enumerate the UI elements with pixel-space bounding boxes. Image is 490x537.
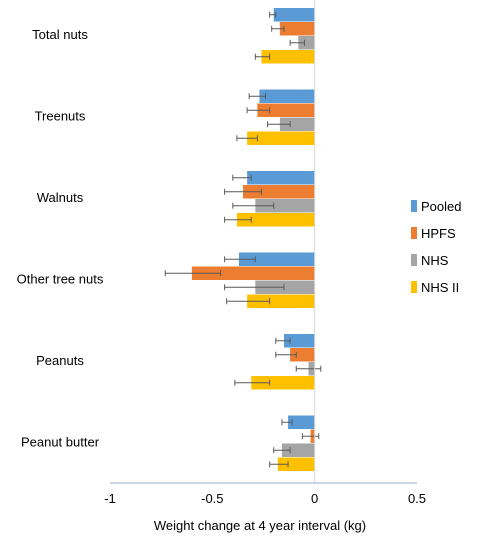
bar-nhs-0 bbox=[298, 36, 315, 50]
bar-nhs-ii-1 bbox=[247, 131, 315, 145]
bar-hpfs-0 bbox=[279, 22, 315, 36]
bar-pooled-4 bbox=[283, 334, 315, 348]
bar-pooled-0 bbox=[273, 8, 315, 22]
bar-nhs-3 bbox=[255, 280, 315, 294]
x-axis: -1 -0.5 0 0.5 bbox=[104, 0, 426, 506]
bar-nhs-ii-2 bbox=[236, 213, 315, 227]
legend: Pooled HPFS NHS NHS II bbox=[411, 199, 461, 295]
bar-nhs-2 bbox=[255, 199, 315, 213]
legend-label: NHS II bbox=[421, 280, 459, 295]
legend-label: Pooled bbox=[421, 199, 461, 214]
bar-pooled-1 bbox=[259, 89, 315, 103]
x-tick-label: -0.5 bbox=[201, 491, 223, 506]
bar-nhs-ii-4 bbox=[251, 376, 315, 390]
x-tick-label: -1 bbox=[104, 491, 116, 506]
legend-label: HPFS bbox=[421, 226, 456, 241]
legend-swatch-nhs-ii bbox=[411, 281, 417, 293]
x-tick-label: 0 bbox=[311, 491, 318, 506]
bar-pooled-3 bbox=[238, 252, 315, 266]
legend-swatch-pooled bbox=[411, 200, 417, 212]
bar-pooled-5 bbox=[288, 415, 315, 429]
legend-label: NHS bbox=[421, 253, 449, 268]
bar-nhs-ii-0 bbox=[261, 50, 315, 64]
x-tick-label: 0.5 bbox=[408, 491, 426, 506]
category-label: Treenuts bbox=[35, 109, 86, 124]
bar-hpfs-2 bbox=[243, 185, 315, 199]
legend-swatch-hpfs bbox=[411, 227, 417, 239]
legend-swatch-nhs bbox=[411, 254, 417, 266]
x-axis-title: Weight change at 4 year interval (kg) bbox=[154, 518, 366, 533]
bar-nhs-ii-5 bbox=[277, 457, 315, 471]
category-label: Total nuts bbox=[32, 27, 88, 42]
category-label: Peanut butter bbox=[21, 435, 100, 450]
bar-nhs-1 bbox=[279, 117, 315, 131]
bar-hpfs-4 bbox=[290, 348, 315, 362]
bar-hpfs-3 bbox=[191, 266, 315, 280]
category-label: Walnuts bbox=[37, 190, 84, 205]
category-label: Peanuts bbox=[36, 353, 84, 368]
bar-nhs-ii-3 bbox=[247, 294, 315, 308]
bar-nhs-5 bbox=[281, 443, 315, 457]
plot-area bbox=[164, 8, 322, 471]
bar-hpfs-1 bbox=[257, 103, 315, 117]
category-label: Other tree nuts bbox=[17, 272, 104, 287]
category-labels: Total nuts Treenuts Walnuts Other tree nuts… bbox=[17, 27, 104, 450]
bar-pooled-2 bbox=[247, 171, 315, 185]
